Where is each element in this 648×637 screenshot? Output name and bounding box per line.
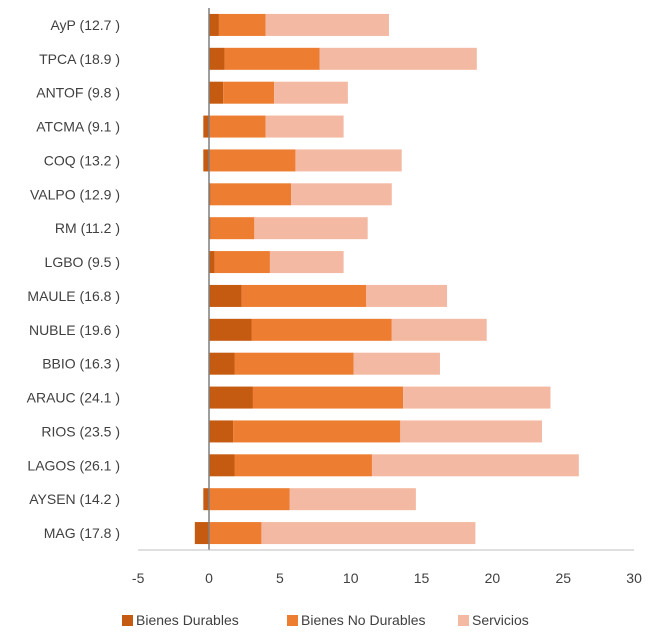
bar-segment-2 [210, 183, 292, 206]
bar-segment-1 [209, 420, 234, 443]
legend-swatch [458, 615, 469, 626]
legend-swatch [122, 615, 133, 626]
legend-label: Bienes Durables [136, 612, 239, 628]
category-label: AyP (12.7 ) [50, 17, 120, 33]
category-label: MAULE (16.8 ) [27, 288, 120, 304]
x-tick-label: 25 [555, 570, 571, 586]
bar-segment-1 [209, 454, 235, 477]
category-label: VALPO (12.9 ) [30, 186, 120, 202]
bar-segment-2 [252, 386, 404, 409]
bar-segment-2 [241, 284, 367, 307]
bar-segment-2 [209, 115, 266, 138]
bar-segment-2 [251, 318, 392, 341]
bar-segment-1 [209, 13, 219, 36]
bar-segment-2 [234, 352, 354, 375]
category-label: ARAUC (24.1 ) [27, 390, 120, 406]
bar-segment-2 [233, 420, 401, 443]
category-label: ANTOF (9.8 ) [36, 85, 120, 101]
category-label: RIOS (23.5 ) [41, 423, 120, 439]
bar-segment-3 [366, 284, 448, 307]
x-tick-label: 30 [626, 570, 642, 586]
x-tick-label: 5 [276, 570, 284, 586]
bar-segment-3 [403, 386, 551, 409]
category-label: LAGOS (26.1 ) [27, 457, 120, 473]
bar-segment-3 [371, 454, 579, 477]
category-label: COQ (13.2 ) [44, 152, 120, 168]
bar-segment-2 [209, 149, 296, 172]
bars-layer [194, 13, 579, 545]
bar-segment-1 [209, 386, 253, 409]
bar-segment-2 [234, 454, 372, 477]
bar-segment-1 [203, 115, 209, 138]
bar-segment-3 [295, 149, 402, 172]
bar-segment-2 [218, 13, 266, 36]
bar-segment-1 [209, 352, 235, 375]
bar-segment-2 [224, 47, 320, 70]
bar-segment-3 [291, 183, 392, 206]
bar-segment-3 [265, 115, 344, 138]
bar-segment-3 [400, 420, 542, 443]
bar-segment-1 [209, 47, 225, 70]
bar-segment-3 [274, 81, 348, 104]
bar-segment-2 [209, 522, 262, 545]
category-label: NUBLE (19.6 ) [29, 322, 120, 338]
category-label: TPCA (18.9 ) [39, 51, 120, 67]
legend: Bienes Durables Bienes No Durables Servici… [122, 612, 529, 628]
category-label: ATCMA (9.1 ) [36, 119, 120, 135]
category-label: BBIO (16.3 ) [42, 356, 120, 372]
bar-segment-1 [209, 318, 252, 341]
bar-segment-1 [209, 81, 224, 104]
x-tick-label: 0 [205, 570, 213, 586]
category-label: LGBO (9.5 ) [45, 254, 120, 270]
bar-segment-1 [203, 149, 209, 172]
bar-segment-3 [289, 488, 416, 511]
bar-segment-1 [209, 251, 215, 274]
x-tick-label: -5 [132, 570, 145, 586]
bar-segment-1 [209, 284, 242, 307]
bar-segment-3 [353, 352, 440, 375]
x-tick-labels: -5 0 5 10 15 20 25 30 [132, 570, 642, 586]
bar-segment-3 [254, 217, 368, 240]
category-label: RM (11.2 ) [55, 220, 120, 236]
bar-segment-3 [261, 522, 476, 545]
bar-segment-2 [223, 81, 275, 104]
bar-segment-3 [269, 251, 344, 274]
bar-segment-2 [209, 488, 290, 511]
bar-segment-3 [319, 47, 477, 70]
bar-segment-2 [210, 217, 255, 240]
bar-segment-2 [214, 251, 270, 274]
bar-segment-3 [391, 318, 487, 341]
bar-segment-1 [203, 488, 209, 511]
category-label: AYSEN (14.2 ) [29, 491, 120, 507]
x-tick-label: 10 [343, 570, 359, 586]
legend-swatch [287, 615, 298, 626]
category-label: MAG (17.8 ) [44, 525, 120, 541]
x-tick-label: 15 [414, 570, 430, 586]
legend-label: Servicios [472, 612, 529, 628]
category-labels: AyP (12.7 ) TPCA (18.9 ) ANTOF (9.8 ) ATCMA… [27, 17, 120, 541]
bar-segment-3 [265, 13, 389, 36]
x-tick-label: 20 [485, 570, 501, 586]
bar-segment-1 [194, 522, 209, 545]
legend-label: Bienes No Durables [301, 612, 426, 628]
